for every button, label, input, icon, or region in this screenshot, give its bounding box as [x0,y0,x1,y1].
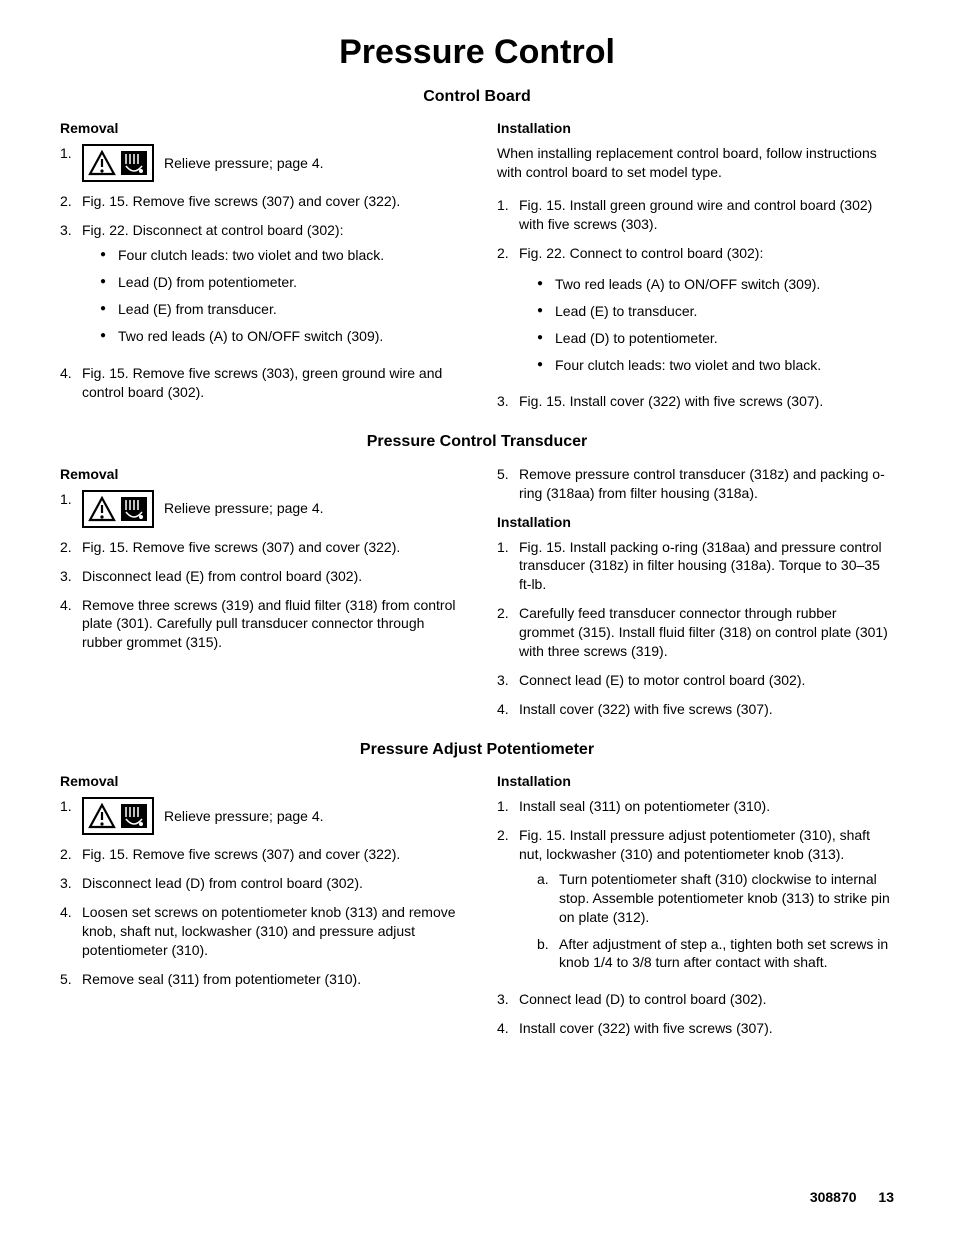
warning-icon [82,797,154,835]
list-item: Fig. 15. Remove five screws (307) and co… [82,538,457,557]
control-board-removal: Removal 1. Relieve pressure; page 4. 2.F… [60,119,457,421]
installation-intro: When installing replacement control boar… [497,144,894,182]
potentiometer-installation: Installation 1.Install seal (311) on pot… [497,772,894,1048]
list-number: 1. [60,490,82,528]
section-heading-control-board: Control Board [60,86,894,108]
sublist-letter: b. [537,935,559,973]
list-item: Fig. 15. Install packing o-ring (318aa) … [519,538,894,595]
list-item: Fig. 22. Connect to control board (302): [519,245,763,261]
list-number: 1. [497,196,519,234]
list-item: Fig. 15. Install cover (322) with five s… [519,392,894,411]
list-number: 3. [60,221,82,353]
list-number: 3. [60,567,82,586]
control-board-installation: Installation When installing replacement… [497,119,894,421]
page-number: 13 [878,1189,894,1205]
section-heading-potentiometer: Pressure Adjust Potentiometer [60,739,894,761]
list-item: Fig. 15. Remove five screws (307) and co… [82,192,457,211]
warning-icon [82,490,154,528]
list-number: 2. [497,826,519,980]
transducer-installation: 5.Remove pressure control transducer (31… [497,465,894,729]
list-item: Loosen set screws on potentiometer knob … [82,903,457,960]
list-number: 3. [60,874,82,893]
potentiometer-columns: Removal 1. Relieve pressure; page 4. 2.F… [60,772,894,1048]
page-title: Pressure Control [60,30,894,76]
list-number: 1. [60,144,82,182]
list-number: 1. [497,538,519,595]
relieve-pressure-text: Relieve pressure; page 4. [164,499,324,518]
list-item: Fig. 15. Install green ground wire and c… [519,196,894,234]
list-item: Connect lead (E) to motor control board … [519,671,894,690]
list-item: Fig. 15. Install pressure adjust potenti… [519,827,870,862]
list-item: Fig. 22. Disconnect at control board (30… [82,222,343,238]
list-number: 2. [60,192,82,211]
bullet-item: Lead (E) from transducer. [100,300,457,319]
list-number: 4. [60,364,82,402]
list-item: Disconnect lead (D) from control board (… [82,874,457,893]
potentiometer-removal: Removal 1. Relieve pressure; page 4. 2.F… [60,772,457,1048]
transducer-columns: Removal 1. Relieve pressure; page 4. 2.F… [60,465,894,729]
list-number: 2. [497,244,519,382]
relieve-pressure-text: Relieve pressure; page 4. [164,807,324,826]
list-item: Install seal (311) on potentiometer (310… [519,797,894,816]
page-footer: 308870 13 [60,1188,894,1207]
sublist-item: After adjustment of step a., tighten bot… [559,935,894,973]
list-number: 3. [497,990,519,1009]
list-number: 1. [60,797,82,835]
bullet-item: Two red leads (A) to ON/OFF switch (309)… [100,327,457,346]
bullet-item: Lead (D) from potentiometer. [100,273,457,292]
list-item: Remove seal (311) from potentiometer (31… [82,970,457,989]
list-item: Fig. 15. Remove five screws (303), green… [82,364,457,402]
bullet-item: Lead (D) to potentiometer. [537,329,894,348]
control-board-columns: Removal 1. Relieve pressure; page 4. 2.F… [60,119,894,421]
sublist-letter: a. [537,870,559,927]
removal-subhead: Removal [60,119,457,138]
sublist-item: Turn potentiometer shaft (310) clockwise… [559,870,894,927]
list-item: Remove pressure control transducer (318z… [519,465,894,503]
list-item: Connect lead (D) to control board (302). [519,990,894,1009]
list-number: 4. [60,596,82,653]
warning-icon [82,144,154,182]
installation-subhead: Installation [497,772,894,791]
installation-subhead: Installation [497,119,894,138]
list-number: 3. [497,392,519,411]
bullet-item: Four clutch leads: two violet and two bl… [100,246,457,265]
list-item: Remove three screws (319) and fluid filt… [82,596,457,653]
list-item: Fig. 15. Remove five screws (307) and co… [82,845,457,864]
list-item: Disconnect lead (E) from control board (… [82,567,457,586]
list-item: Install cover (322) with five screws (30… [519,1019,894,1038]
bullet-item: Lead (E) to transducer. [537,302,894,321]
list-number: 3. [497,671,519,690]
relieve-pressure-text: Relieve pressure; page 4. [164,154,324,173]
removal-subhead: Removal [60,465,457,484]
removal-subhead: Removal [60,772,457,791]
list-number: 5. [60,970,82,989]
list-number: 5. [497,465,519,503]
installation-subhead: Installation [497,513,894,532]
bullet-item: Four clutch leads: two violet and two bl… [537,356,894,375]
list-number: 2. [60,845,82,864]
list-number: 4. [497,1019,519,1038]
section-heading-transducer: Pressure Control Transducer [60,431,894,453]
list-item: Carefully feed transducer connector thro… [519,604,894,661]
list-item: Install cover (322) with five screws (30… [519,700,894,719]
list-number: 2. [497,604,519,661]
bullet-item: Two red leads (A) to ON/OFF switch (309)… [537,275,894,294]
list-number: 4. [497,700,519,719]
doc-number: 308870 [810,1189,857,1205]
list-number: 4. [60,903,82,960]
list-number: 2. [60,538,82,557]
list-number: 1. [497,797,519,816]
transducer-removal: Removal 1. Relieve pressure; page 4. 2.F… [60,465,457,729]
